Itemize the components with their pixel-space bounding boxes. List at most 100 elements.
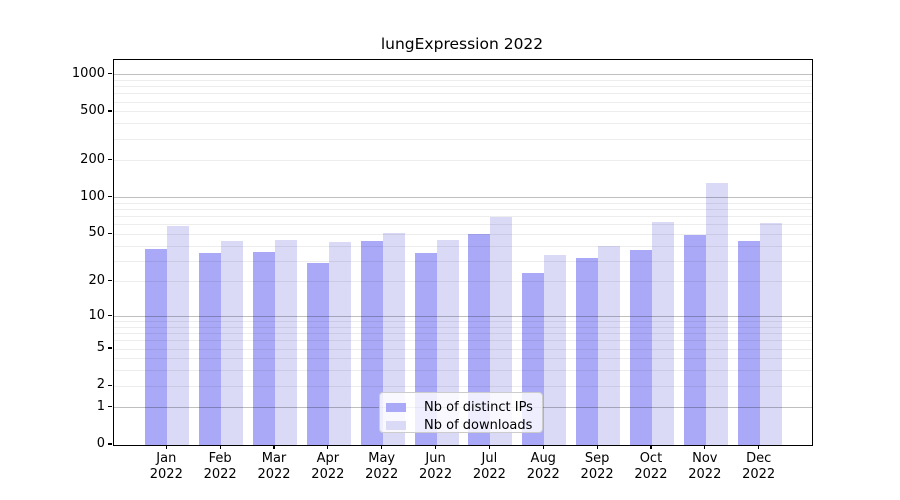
ytick-label-500: 500 bbox=[80, 102, 105, 118]
xtick-label-jul: Jul 2022 bbox=[461, 451, 517, 482]
bar-dl-dec bbox=[759, 223, 782, 445]
xtick-mark-may bbox=[381, 445, 383, 449]
ytick-mark-200 bbox=[108, 159, 112, 161]
xtick-month-may: May bbox=[368, 451, 396, 466]
xtick-label-nov: Nov 2022 bbox=[677, 451, 733, 482]
xtick-month-oct: Oct bbox=[639, 451, 663, 466]
xtick-month-dec: Dec bbox=[746, 451, 772, 466]
bar-ip-mar bbox=[253, 251, 275, 445]
bar-dl-jul bbox=[490, 216, 513, 445]
ytick-mark-10 bbox=[108, 314, 112, 317]
xtick-year-aug: 2022 bbox=[526, 466, 560, 482]
xtick-label-dec: Dec 2022 bbox=[731, 451, 787, 482]
bar-ip-oct bbox=[629, 250, 652, 445]
gridline-minor-400 bbox=[114, 123, 812, 125]
bar-dl-nov bbox=[705, 183, 728, 445]
xtick-mark-jan bbox=[165, 445, 167, 449]
xtick-month-mar: Mar bbox=[261, 451, 287, 466]
xtick-year-mar: 2022 bbox=[257, 466, 291, 482]
ytick-mark-100 bbox=[108, 196, 112, 198]
chart-title: lungExpression 2022 bbox=[380, 35, 544, 53]
bar-dl-feb bbox=[221, 241, 244, 445]
legend-item-distinct-ips: Nb of distinct IPs bbox=[386, 399, 534, 415]
xtick-year-feb: 2022 bbox=[203, 466, 237, 482]
xtick-mark-sep bbox=[596, 445, 598, 449]
bar-dl-aug bbox=[544, 254, 567, 445]
xtick-year-apr: 2022 bbox=[311, 466, 345, 482]
legend-swatch-downloads bbox=[386, 420, 406, 430]
xtick-mark-jul bbox=[488, 445, 490, 449]
xtick-month-jul: Jul bbox=[481, 451, 498, 466]
ytick-label-0: 0 bbox=[96, 436, 105, 451]
bar-ip-dec bbox=[737, 241, 760, 445]
xtick-mark-aug bbox=[542, 445, 544, 449]
ytick-mark-20 bbox=[108, 280, 112, 282]
xtick-year-jun: 2022 bbox=[419, 466, 453, 482]
xtick-month-feb: Feb bbox=[208, 451, 232, 466]
bar-dl-jan bbox=[167, 225, 190, 445]
bar-ip-may bbox=[360, 241, 383, 445]
plot-area bbox=[113, 59, 813, 446]
legend-label-downloads: Nb of downloads bbox=[424, 417, 533, 433]
xtick-month-aug: Aug bbox=[530, 451, 556, 466]
xtick-month-sep: Sep bbox=[584, 451, 610, 466]
bar-ip-nov bbox=[683, 235, 706, 445]
legend: Nb of distinct IPs Nb of downloads bbox=[379, 392, 543, 433]
gridline-minor-600 bbox=[114, 101, 812, 103]
ytick-label-20: 20 bbox=[88, 272, 105, 288]
ytick-mark-5 bbox=[108, 347, 112, 349]
xtick-label-may: May 2022 bbox=[354, 451, 410, 482]
bar-ip-feb bbox=[199, 253, 222, 445]
ytick-mark-2 bbox=[108, 384, 112, 386]
ytick-label-1: 1 bbox=[96, 398, 105, 414]
xtick-year-sep: 2022 bbox=[580, 466, 614, 482]
gridline-major-1000 bbox=[114, 74, 812, 76]
xtick-label-jun: Jun 2022 bbox=[408, 451, 464, 482]
bar-dl-sep bbox=[598, 246, 621, 445]
xtick-label-sep: Sep 2022 bbox=[569, 451, 625, 482]
legend-swatch-distinct-ips bbox=[386, 402, 406, 412]
xtick-mark-mar bbox=[273, 445, 275, 449]
gridline-minor-200 bbox=[114, 160, 812, 162]
ytick-label-1000: 1000 bbox=[71, 65, 105, 81]
xtick-month-jun: Jun bbox=[425, 451, 446, 466]
xtick-mark-nov bbox=[704, 445, 706, 449]
xtick-year-jan: 2022 bbox=[149, 466, 183, 482]
xtick-year-dec: 2022 bbox=[742, 466, 776, 482]
ytick-label-50: 50 bbox=[88, 225, 105, 241]
gridline-minor-700 bbox=[114, 93, 812, 95]
xtick-year-jul: 2022 bbox=[472, 466, 506, 482]
gridline-minor-500 bbox=[114, 111, 812, 113]
xtick-mark-apr bbox=[327, 445, 329, 449]
xtick-label-oct: Oct 2022 bbox=[623, 451, 679, 482]
ytick-mark-0 bbox=[108, 443, 112, 445]
ytick-mark-500 bbox=[108, 110, 112, 112]
ytick-mark-1 bbox=[108, 406, 112, 408]
xtick-year-oct: 2022 bbox=[634, 466, 668, 482]
xtick-month-jan: Jan bbox=[156, 451, 177, 466]
xtick-year-may: 2022 bbox=[365, 466, 399, 482]
xtick-year-nov: 2022 bbox=[688, 466, 722, 482]
xtick-month-nov: Nov bbox=[692, 451, 718, 466]
xtick-label-aug: Aug 2022 bbox=[515, 451, 571, 482]
xtick-label-feb: Feb 2022 bbox=[192, 451, 248, 482]
xtick-mark-dec bbox=[758, 445, 760, 449]
bar-dl-apr bbox=[328, 242, 351, 445]
ytick-label-200: 200 bbox=[80, 151, 105, 167]
xtick-label-mar: Mar 2022 bbox=[246, 451, 302, 482]
legend-item-downloads: Nb of downloads bbox=[386, 417, 534, 433]
ytick-label-100: 100 bbox=[80, 188, 105, 204]
bar-dl-oct bbox=[651, 222, 674, 445]
gridline-minor-800 bbox=[114, 86, 812, 88]
ytick-mark-1000 bbox=[108, 73, 112, 75]
ytick-mark-50 bbox=[108, 232, 112, 234]
ytick-label-10: 10 bbox=[88, 307, 105, 323]
bar-ip-apr bbox=[306, 262, 329, 445]
bar-ip-sep bbox=[576, 257, 599, 445]
bar-dl-mar bbox=[275, 239, 297, 445]
ytick-label-2: 2 bbox=[96, 377, 105, 393]
bar-ip-jan bbox=[145, 248, 168, 445]
ytick-label-5: 5 bbox=[96, 340, 105, 355]
xtick-mark-feb bbox=[219, 445, 221, 449]
legend-label-distinct-ips: Nb of distinct IPs bbox=[424, 399, 533, 415]
